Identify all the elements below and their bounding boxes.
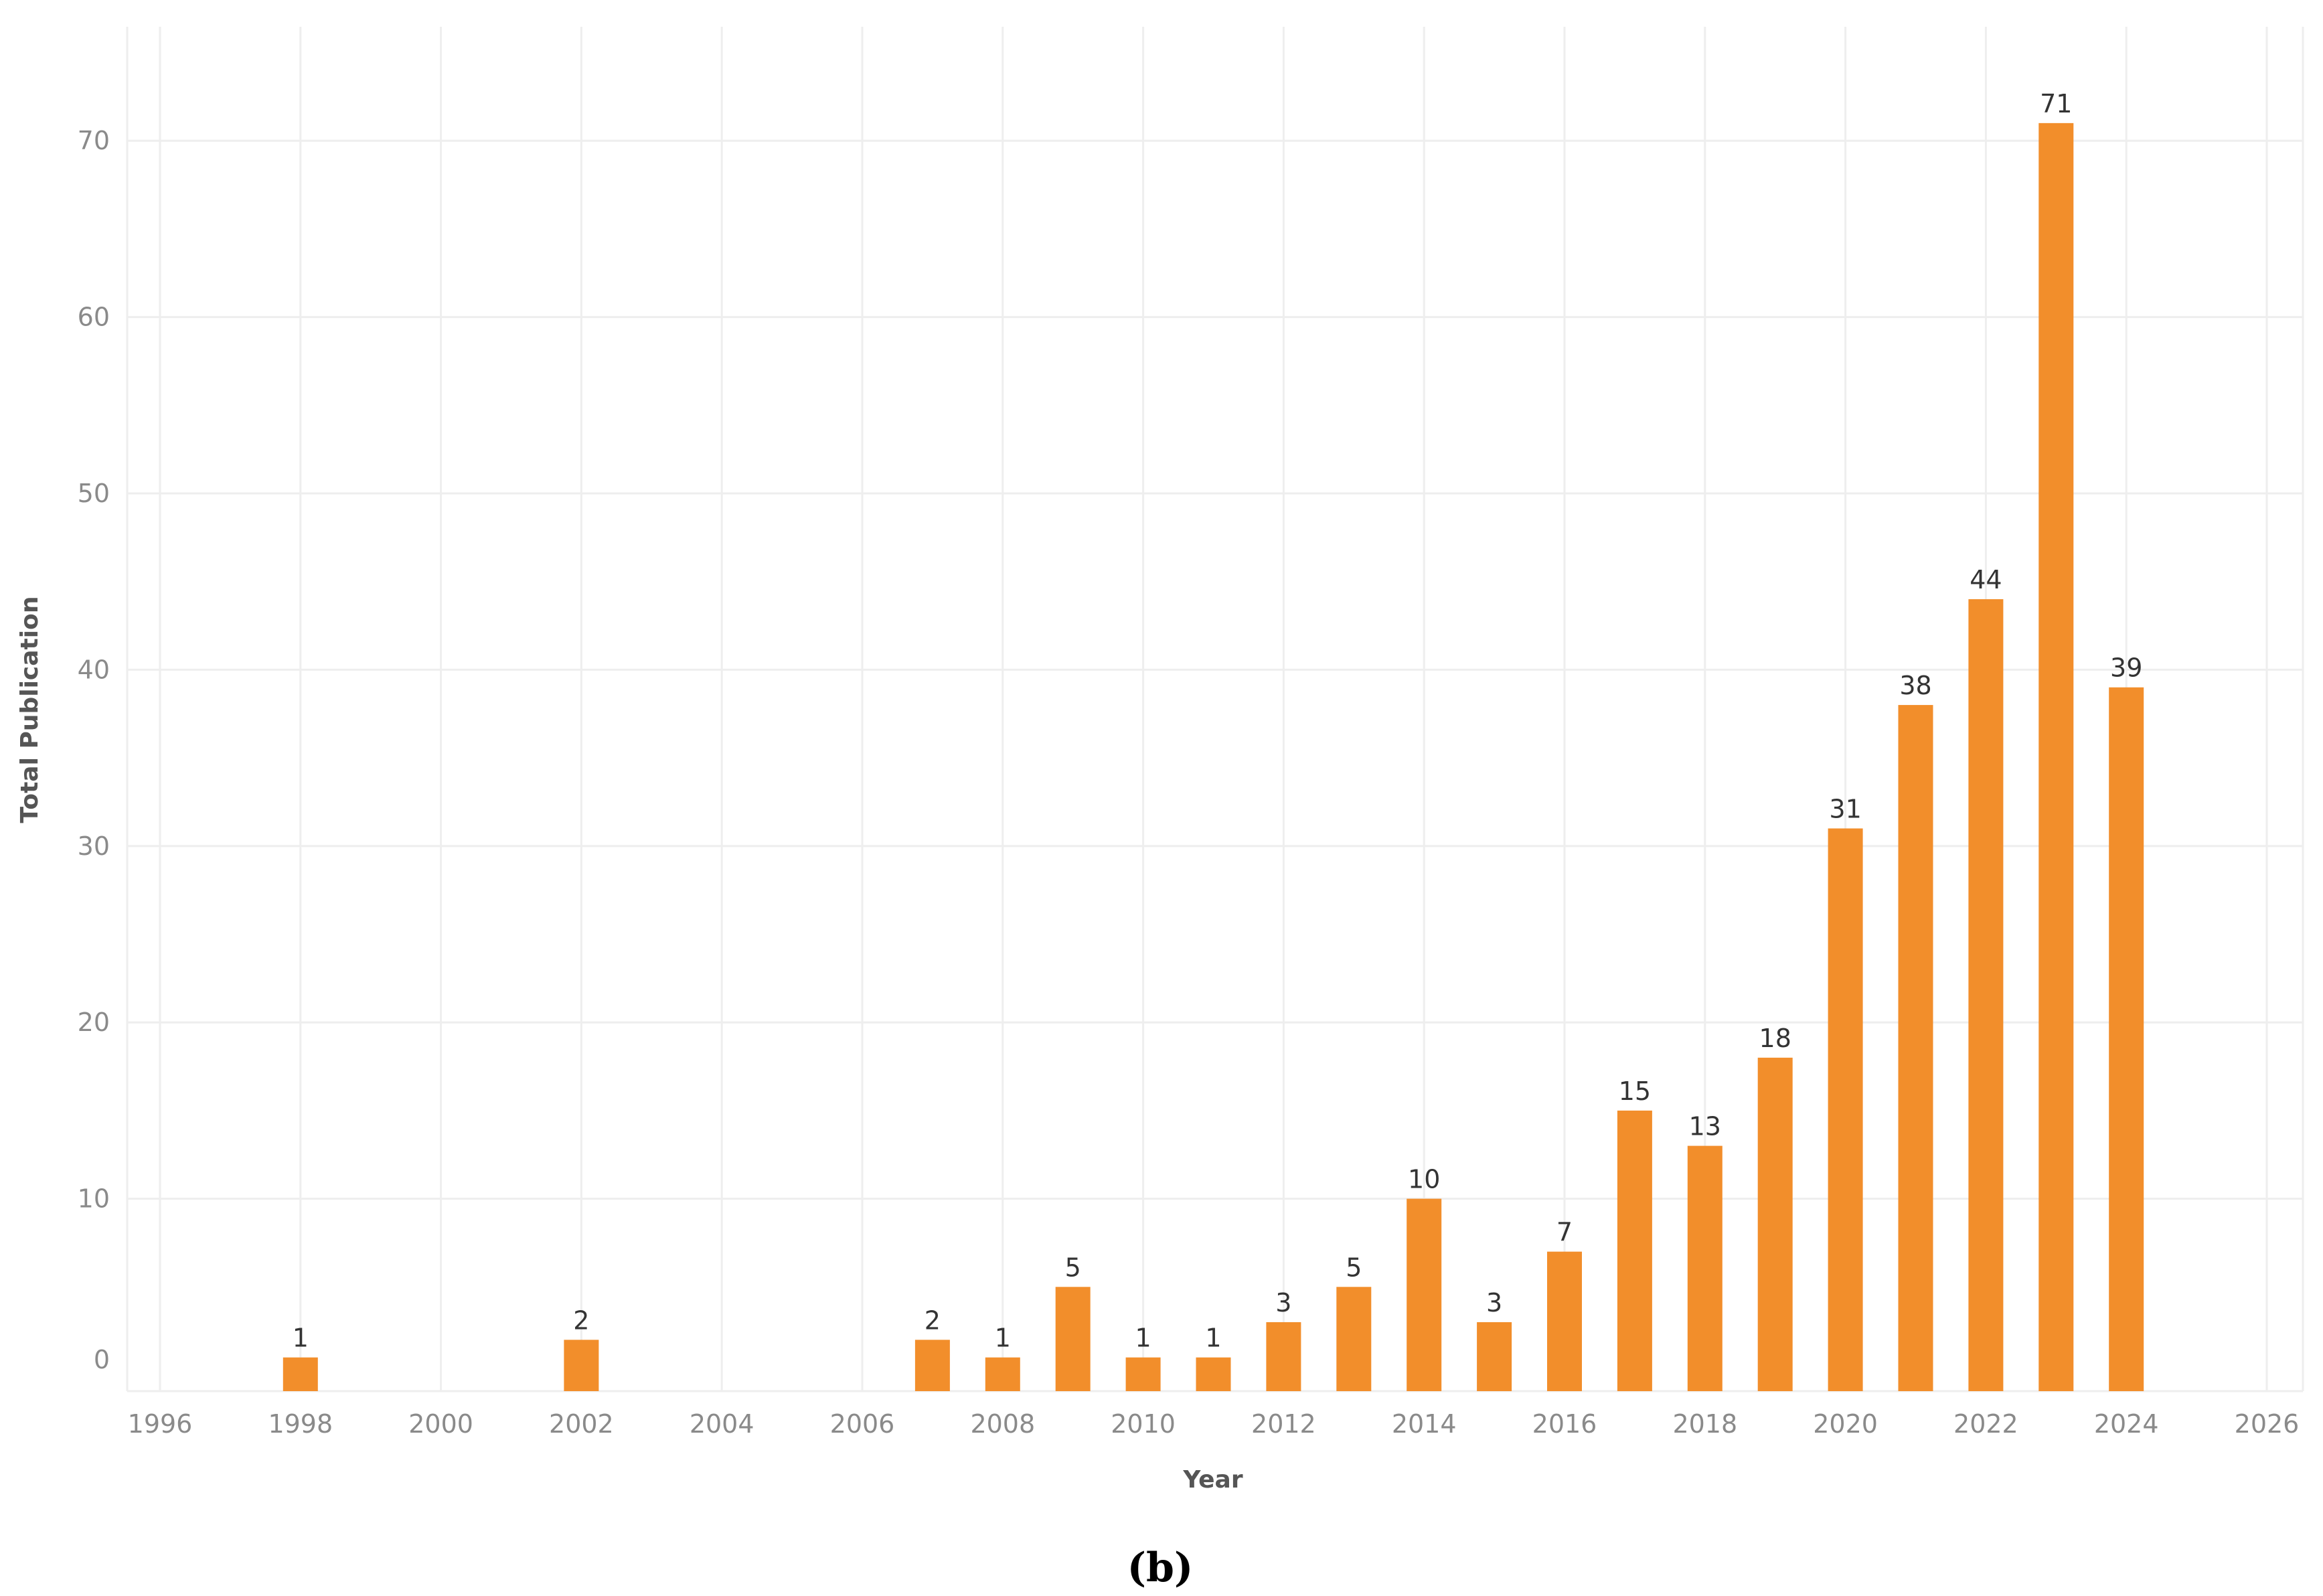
x-tick-label: 2026 [2235,1409,2300,1439]
x-tick-label: 2002 [549,1409,614,1439]
bar-1998 [283,1357,318,1391]
bar-value-label-2013: 5 [1346,1253,1362,1282]
x-tick-label: 2022 [1953,1409,2018,1439]
bar-2018 [1687,1145,1723,1391]
bar-2024 [2109,687,2144,1391]
x-tick-label: 2006 [830,1409,895,1439]
bar-2009 [1055,1287,1091,1391]
x-tick-label: 2014 [1392,1409,1457,1439]
bar-value-label-1998: 1 [293,1324,309,1353]
figure-panel-label: (b) [1127,1544,1194,1591]
bar-value-label-2017: 15 [1619,1076,1651,1106]
bar-2014 [1407,1198,1442,1391]
bar-value-label-2010: 1 [1135,1324,1151,1353]
x-axis-title: Year [1182,1466,1243,1494]
bar-value-label-2007: 2 [925,1305,941,1335]
y-axis-ticks: 0 10 20 30 40 50 60 70 [78,126,110,1374]
bar-value-label-2015: 3 [1486,1288,1502,1318]
bars [283,123,2144,1392]
bar-2011 [1196,1357,1231,1391]
x-tick-label: 1996 [128,1409,193,1439]
bar-value-label-2016: 7 [1556,1218,1573,1247]
y-tick-label: 50 [78,479,110,508]
x-tick-label: 2016 [1532,1409,1597,1439]
bar-2021 [1898,705,1933,1391]
x-axis-ticks: 1996 1998 2000 2002 2004 2006 2008 2010 2012 2014… [128,1409,2300,1439]
y-tick-label: 40 [78,655,110,684]
bar-2007 [914,1340,950,1391]
x-tick-label: 2008 [970,1409,1035,1439]
bar-value-label-2012: 3 [1275,1288,1291,1318]
bar-2010 [1125,1357,1161,1391]
bar-2015 [1477,1322,1512,1391]
bar-value-label-2024: 39 [2110,653,2142,683]
x-tick-label: 1998 [268,1409,333,1439]
bar-value-label-2009: 5 [1065,1253,1081,1282]
bar-value-label-2018: 13 [1689,1112,1721,1141]
x-tick-label: 2004 [690,1409,754,1439]
bar-2008 [985,1357,1020,1391]
bar-2013 [1336,1287,1372,1391]
x-tick-label: 2000 [408,1409,473,1439]
y-tick-label: 70 [78,126,110,155]
x-tick-label: 2024 [2094,1409,2159,1439]
y-tick-label: 20 [78,1008,110,1037]
bar-2017 [1617,1110,1652,1391]
bar-value-label-2014: 10 [1408,1165,1440,1194]
bar-2012 [1266,1322,1301,1391]
x-tick-label: 2010 [1111,1409,1176,1439]
bar-2016 [1547,1251,1582,1391]
bar-2020 [1828,828,1863,1391]
bar-value-label-2021: 38 [1899,671,1931,700]
bar-value-label-2019: 18 [1759,1024,1791,1053]
bar-value-label-2011: 1 [1205,1324,1221,1353]
y-tick-label: 10 [78,1184,110,1214]
bar-value-label-2002: 2 [573,1305,589,1335]
x-tick-label: 2018 [1672,1409,1737,1439]
bar-value-label-2020: 31 [1829,794,1861,823]
bar-value-label-2008: 1 [995,1324,1011,1353]
bar-value-label-2022: 44 [1970,565,2002,594]
y-tick-label: 0 [94,1345,110,1374]
x-tick-label: 2012 [1251,1409,1316,1439]
bar-2002 [564,1340,599,1391]
bar-value-label-2023: 71 [2040,89,2072,118]
bar-2022 [1968,599,2004,1391]
bar-2019 [1757,1057,1793,1391]
bar-2023 [2038,123,2074,1392]
y-tick-label: 60 [78,303,110,332]
y-tick-label: 30 [78,831,110,861]
x-tick-label: 2020 [1813,1409,1878,1439]
y-axis-title: Total Publication [16,596,44,823]
